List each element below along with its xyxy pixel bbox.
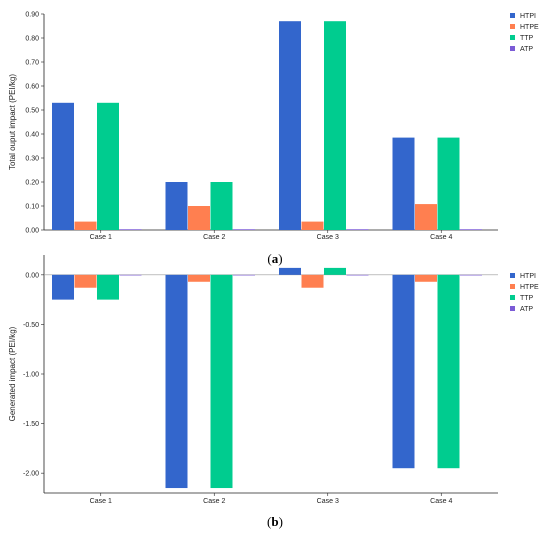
bar-atp-case-3 — [346, 274, 369, 276]
legend-label-htpi: HTPI — [520, 13, 536, 20]
bar-atp-case-4 — [460, 229, 482, 230]
y-tick-label: 0.90 — [25, 12, 39, 19]
legend-swatch-ttp — [510, 295, 515, 300]
legend-label-ttp: TTP — [520, 295, 534, 302]
legend-label-ttp: TTP — [520, 35, 534, 42]
bar-atp-case-1 — [119, 274, 142, 276]
legend-label-htpe: HTPE — [520, 24, 539, 31]
bar-atp-case-1 — [119, 229, 142, 230]
bar-ttp-case-4 — [437, 274, 460, 469]
bar-ttp-case-4 — [437, 137, 460, 230]
bar-atp-case-2 — [233, 229, 255, 230]
bar-htpe-case-1 — [74, 221, 97, 230]
bar-ttp-case-3 — [324, 267, 346, 275]
bar-htpi-case-1 — [52, 102, 74, 230]
x-tick-label: Case 3 — [317, 234, 339, 241]
y-tick-label: 0.40 — [25, 132, 39, 139]
bar-htpe-case-4 — [415, 204, 437, 230]
bar-ttp-case-2 — [210, 274, 233, 489]
figure-caption: (a) — [267, 251, 282, 266]
x-tick-label: Case 4 — [430, 498, 452, 505]
legend-swatch-htpi — [510, 273, 515, 278]
y-axis-label: Generated impact (PEI/kg) — [8, 326, 17, 421]
bar-htpe-case-3 — [301, 274, 324, 288]
legend-swatch-ttp — [510, 35, 515, 40]
bar-atp-case-2 — [233, 274, 255, 276]
x-tick-label: Case 2 — [203, 498, 225, 505]
y-tick-label: 0.00 — [25, 272, 39, 279]
bar-atp-case-3 — [346, 229, 369, 230]
x-tick-label: Case 4 — [430, 234, 452, 241]
bar-atp-case-4 — [460, 274, 482, 276]
y-tick-label: -2.00 — [23, 471, 39, 478]
legend-swatch-atp — [510, 46, 515, 51]
legend-label-atp: ATP — [520, 306, 533, 313]
bar-htpe-case-3 — [301, 221, 324, 230]
y-tick-label: -1.50 — [23, 421, 39, 428]
bar-ttp-case-1 — [97, 274, 119, 300]
y-tick-label: -0.50 — [23, 322, 39, 329]
x-tick-label: Case 2 — [203, 234, 225, 241]
legend-swatch-htpi — [510, 13, 515, 18]
y-tick-label: 0.10 — [25, 204, 39, 211]
y-tick-label: -1.00 — [23, 372, 39, 379]
legend-label-htpe: HTPE — [520, 284, 539, 291]
x-tick-label: Case 3 — [317, 498, 339, 505]
figure-caption: (b) — [267, 514, 283, 529]
bar-ttp-case-3 — [324, 21, 346, 231]
legend-swatch-htpe — [510, 24, 515, 29]
legend-label-atp: ATP — [520, 46, 533, 53]
bar-htpi-case-2 — [165, 274, 188, 489]
bar-htpe-case-2 — [188, 206, 210, 230]
bar-htpi-case-2 — [165, 182, 188, 230]
bar-htpi-case-3 — [279, 267, 301, 275]
bar-ttp-case-2 — [210, 182, 233, 230]
y-tick-label: 0.00 — [25, 228, 39, 235]
x-tick-label: Case 1 — [90, 234, 112, 241]
bar-htpi-case-1 — [52, 274, 74, 300]
y-tick-label: 0.80 — [25, 36, 39, 43]
legend-label-htpi: HTPI — [520, 273, 536, 280]
chart-panel-a: 0.00 0.10 0.20 0.30 0.40 0.50 0.60 0.70 0.80 0.90… — [8, 12, 539, 267]
y-tick-label: 0.50 — [25, 108, 39, 115]
x-tick-label: Case 1 — [90, 498, 112, 505]
bar-htpi-case-3 — [279, 21, 301, 231]
bar-htpi-case-4 — [392, 137, 415, 230]
bar-htpe-case-4 — [415, 274, 437, 282]
bar-ttp-case-1 — [97, 102, 119, 230]
bar-htpe-case-2 — [188, 274, 210, 282]
legend-swatch-atp — [510, 306, 515, 311]
y-tick-label: 0.60 — [25, 84, 39, 91]
y-tick-label: 0.70 — [25, 60, 39, 67]
bar-htpe-case-1 — [74, 274, 97, 288]
chart-panel-b: 0.00 -0.50 -1.00 -1.50 -2.00 Generated impact… — [8, 255, 539, 529]
y-axis-label: Total ouput impact (PEI/kg) — [8, 74, 17, 170]
y-tick-label: 0.20 — [25, 180, 39, 187]
legend-swatch-htpe — [510, 284, 515, 289]
bar-htpi-case-4 — [392, 274, 415, 469]
y-tick-label: 0.30 — [25, 156, 39, 163]
